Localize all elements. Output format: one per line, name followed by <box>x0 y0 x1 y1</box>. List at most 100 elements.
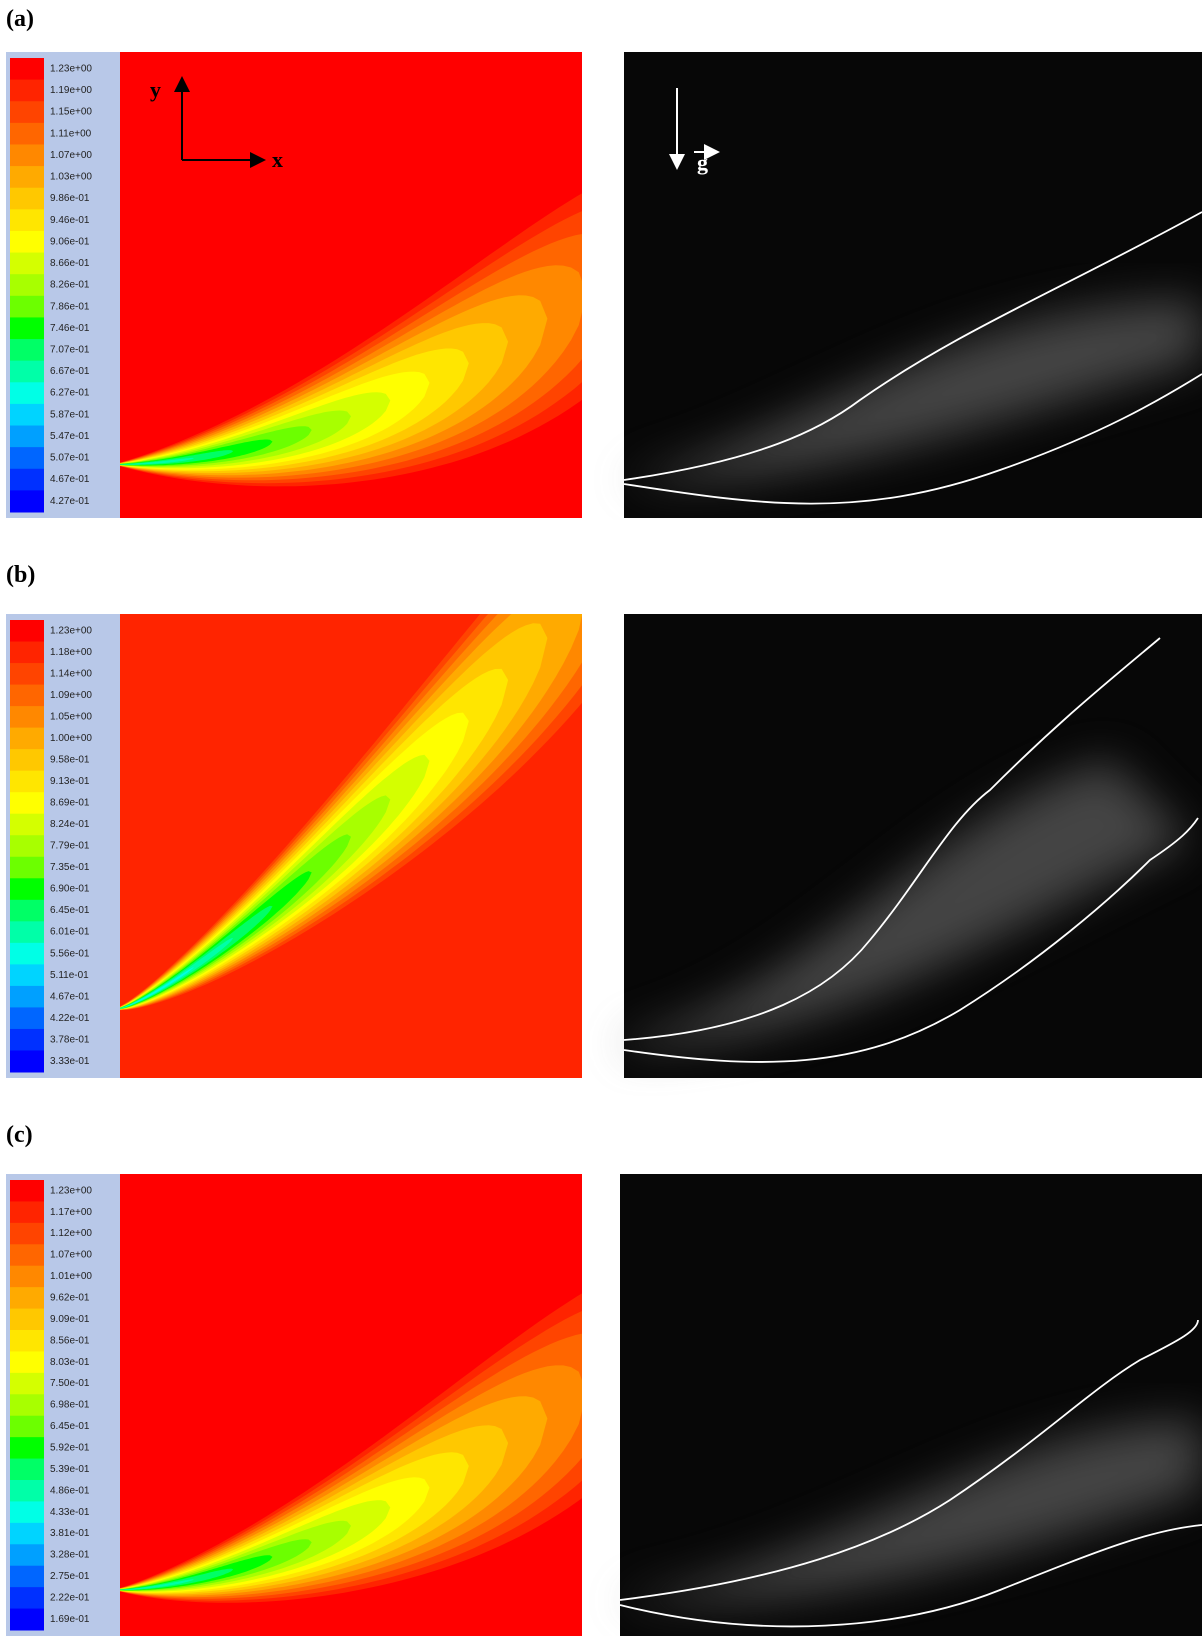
colorbar-label: 8.03e-01 <box>50 1357 90 1368</box>
colorbar-label: 4.67e-01 <box>50 474 90 485</box>
colorbar-swatch <box>10 1201 44 1223</box>
colorbar-label: 9.46e-01 <box>50 215 90 226</box>
colorbar-label: 8.69e-01 <box>50 798 90 809</box>
colorbar-label: 7.79e-01 <box>50 841 90 852</box>
colorbar-label: 7.86e-01 <box>50 301 90 312</box>
colorbar-label: 1.15e+00 <box>50 107 92 118</box>
colorbar-label: 1.18e+00 <box>50 647 92 658</box>
colorbar-label: 9.62e-01 <box>50 1292 90 1303</box>
colorbar-label: 1.14e+00 <box>50 668 92 679</box>
colorbar-swatch <box>10 58 44 80</box>
colorbar-swatch <box>10 1437 44 1459</box>
colorbar-swatch <box>10 943 44 965</box>
colorbar-swatch <box>10 1459 44 1481</box>
experiment-image <box>624 52 1202 518</box>
colorbar-swatch <box>10 447 44 469</box>
panel-label: (c) <box>6 1122 33 1148</box>
colorbar-label: 1.01e+00 <box>50 1271 92 1282</box>
colorbar-label: 1.69e-01 <box>50 1614 90 1625</box>
colorbar-label: 4.67e-01 <box>50 991 90 1002</box>
colorbar-swatch <box>10 1309 44 1331</box>
colorbar-label: 9.58e-01 <box>50 755 90 766</box>
colorbar-label: 1.00e+00 <box>50 733 92 744</box>
colorbar-swatch <box>10 188 44 210</box>
colorbar-label: 9.09e-01 <box>50 1314 90 1325</box>
colorbar-swatch <box>10 317 44 339</box>
colorbar-swatch <box>10 1330 44 1352</box>
colorbar-swatch <box>10 1266 44 1288</box>
colorbar-label: 6.45e-01 <box>50 905 90 916</box>
colorbar-swatch <box>10 80 44 102</box>
colorbar-label: 4.27e-01 <box>50 496 90 507</box>
colorbar-label: 5.47e-01 <box>50 431 90 442</box>
colorbar-swatch <box>10 1544 44 1566</box>
colorbar-swatch <box>10 382 44 404</box>
colorbar-label: 2.75e-01 <box>50 1571 90 1582</box>
colorbar-swatch <box>10 642 44 664</box>
colorbar-swatch <box>10 361 44 383</box>
colorbar-label: 8.24e-01 <box>50 819 90 830</box>
colorbar-swatch <box>10 426 44 448</box>
colorbar-label: 1.03e+00 <box>50 172 92 183</box>
colorbar-label: 4.22e-01 <box>50 1013 90 1024</box>
colorbar-swatch <box>10 685 44 707</box>
contour-plot: 1.23e+001.17e+001.12e+001.07e+001.01e+00… <box>6 1174 704 1636</box>
panel-label: (b) <box>6 562 35 588</box>
colorbar-swatch <box>10 1050 44 1072</box>
colorbar-label: 7.46e-01 <box>50 323 90 334</box>
colorbar-label: 4.33e-01 <box>50 1507 90 1518</box>
colorbar-swatch <box>10 296 44 318</box>
colorbar-swatch <box>10 1587 44 1609</box>
colorbar-swatch <box>10 878 44 900</box>
colorbar-label: 3.81e-01 <box>50 1528 90 1539</box>
colorbar-swatch <box>10 1416 44 1438</box>
panel-label: (a) <box>6 6 34 32</box>
plume <box>120 426 704 1078</box>
colorbar-label: 1.07e+00 <box>50 150 92 161</box>
colorbar-swatch <box>10 1007 44 1029</box>
colorbar-swatch <box>10 706 44 728</box>
colorbar-label: 3.33e-01 <box>50 1056 90 1067</box>
colorbar-label: 4.86e-01 <box>50 1485 90 1496</box>
colorbar-label: 6.27e-01 <box>50 388 90 399</box>
plume <box>120 1174 704 1636</box>
colorbar-swatch <box>10 490 44 512</box>
contour-plot: 1.23e+001.19e+001.15e+001.11e+001.07e+00… <box>6 52 704 518</box>
colorbar-swatch <box>10 1351 44 1373</box>
colorbar-swatch <box>10 339 44 361</box>
colorbar-swatch <box>10 728 44 750</box>
colorbar-label: 1.07e+00 <box>50 1250 92 1261</box>
colorbar-label: 6.90e-01 <box>50 884 90 895</box>
colorbar-swatch <box>10 771 44 793</box>
image-background <box>624 52 1202 518</box>
colorbar-label: 5.87e-01 <box>50 409 90 420</box>
colorbar-swatch <box>10 835 44 857</box>
colorbar-swatch <box>10 964 44 986</box>
colorbar-swatch <box>10 469 44 491</box>
colorbar-swatch <box>10 900 44 922</box>
colorbar-swatch <box>10 1501 44 1523</box>
colorbar-label: 5.11e-01 <box>50 970 89 981</box>
colorbar-label: 8.26e-01 <box>50 280 90 291</box>
colorbar-swatch <box>10 1394 44 1416</box>
colorbar-label: 7.35e-01 <box>50 862 90 873</box>
colorbar-swatch <box>10 1029 44 1051</box>
colorbar-label: 1.23e+00 <box>50 1185 92 1196</box>
contour-plot: 1.23e+001.18e+001.14e+001.09e+001.05e+00… <box>6 426 704 1078</box>
plume <box>120 52 704 518</box>
x-axis-label: x <box>272 147 283 172</box>
colorbar-swatch <box>10 123 44 145</box>
colorbar-swatch <box>10 1287 44 1309</box>
experiment-image <box>620 1174 1202 1636</box>
colorbar-label: 3.78e-01 <box>50 1034 90 1045</box>
colorbar-swatch <box>10 1244 44 1266</box>
colorbar-swatch <box>10 1523 44 1545</box>
colorbar-swatch <box>10 986 44 1008</box>
colorbar-label: 8.66e-01 <box>50 258 90 269</box>
y-axis-label: y <box>150 77 161 102</box>
colorbar-swatch <box>10 921 44 943</box>
colorbar-label: 2.22e-01 <box>50 1592 90 1603</box>
colorbar-label: 3.28e-01 <box>50 1550 90 1561</box>
colorbar-label: 6.67e-01 <box>50 366 90 377</box>
colorbar-swatch <box>10 1180 44 1202</box>
